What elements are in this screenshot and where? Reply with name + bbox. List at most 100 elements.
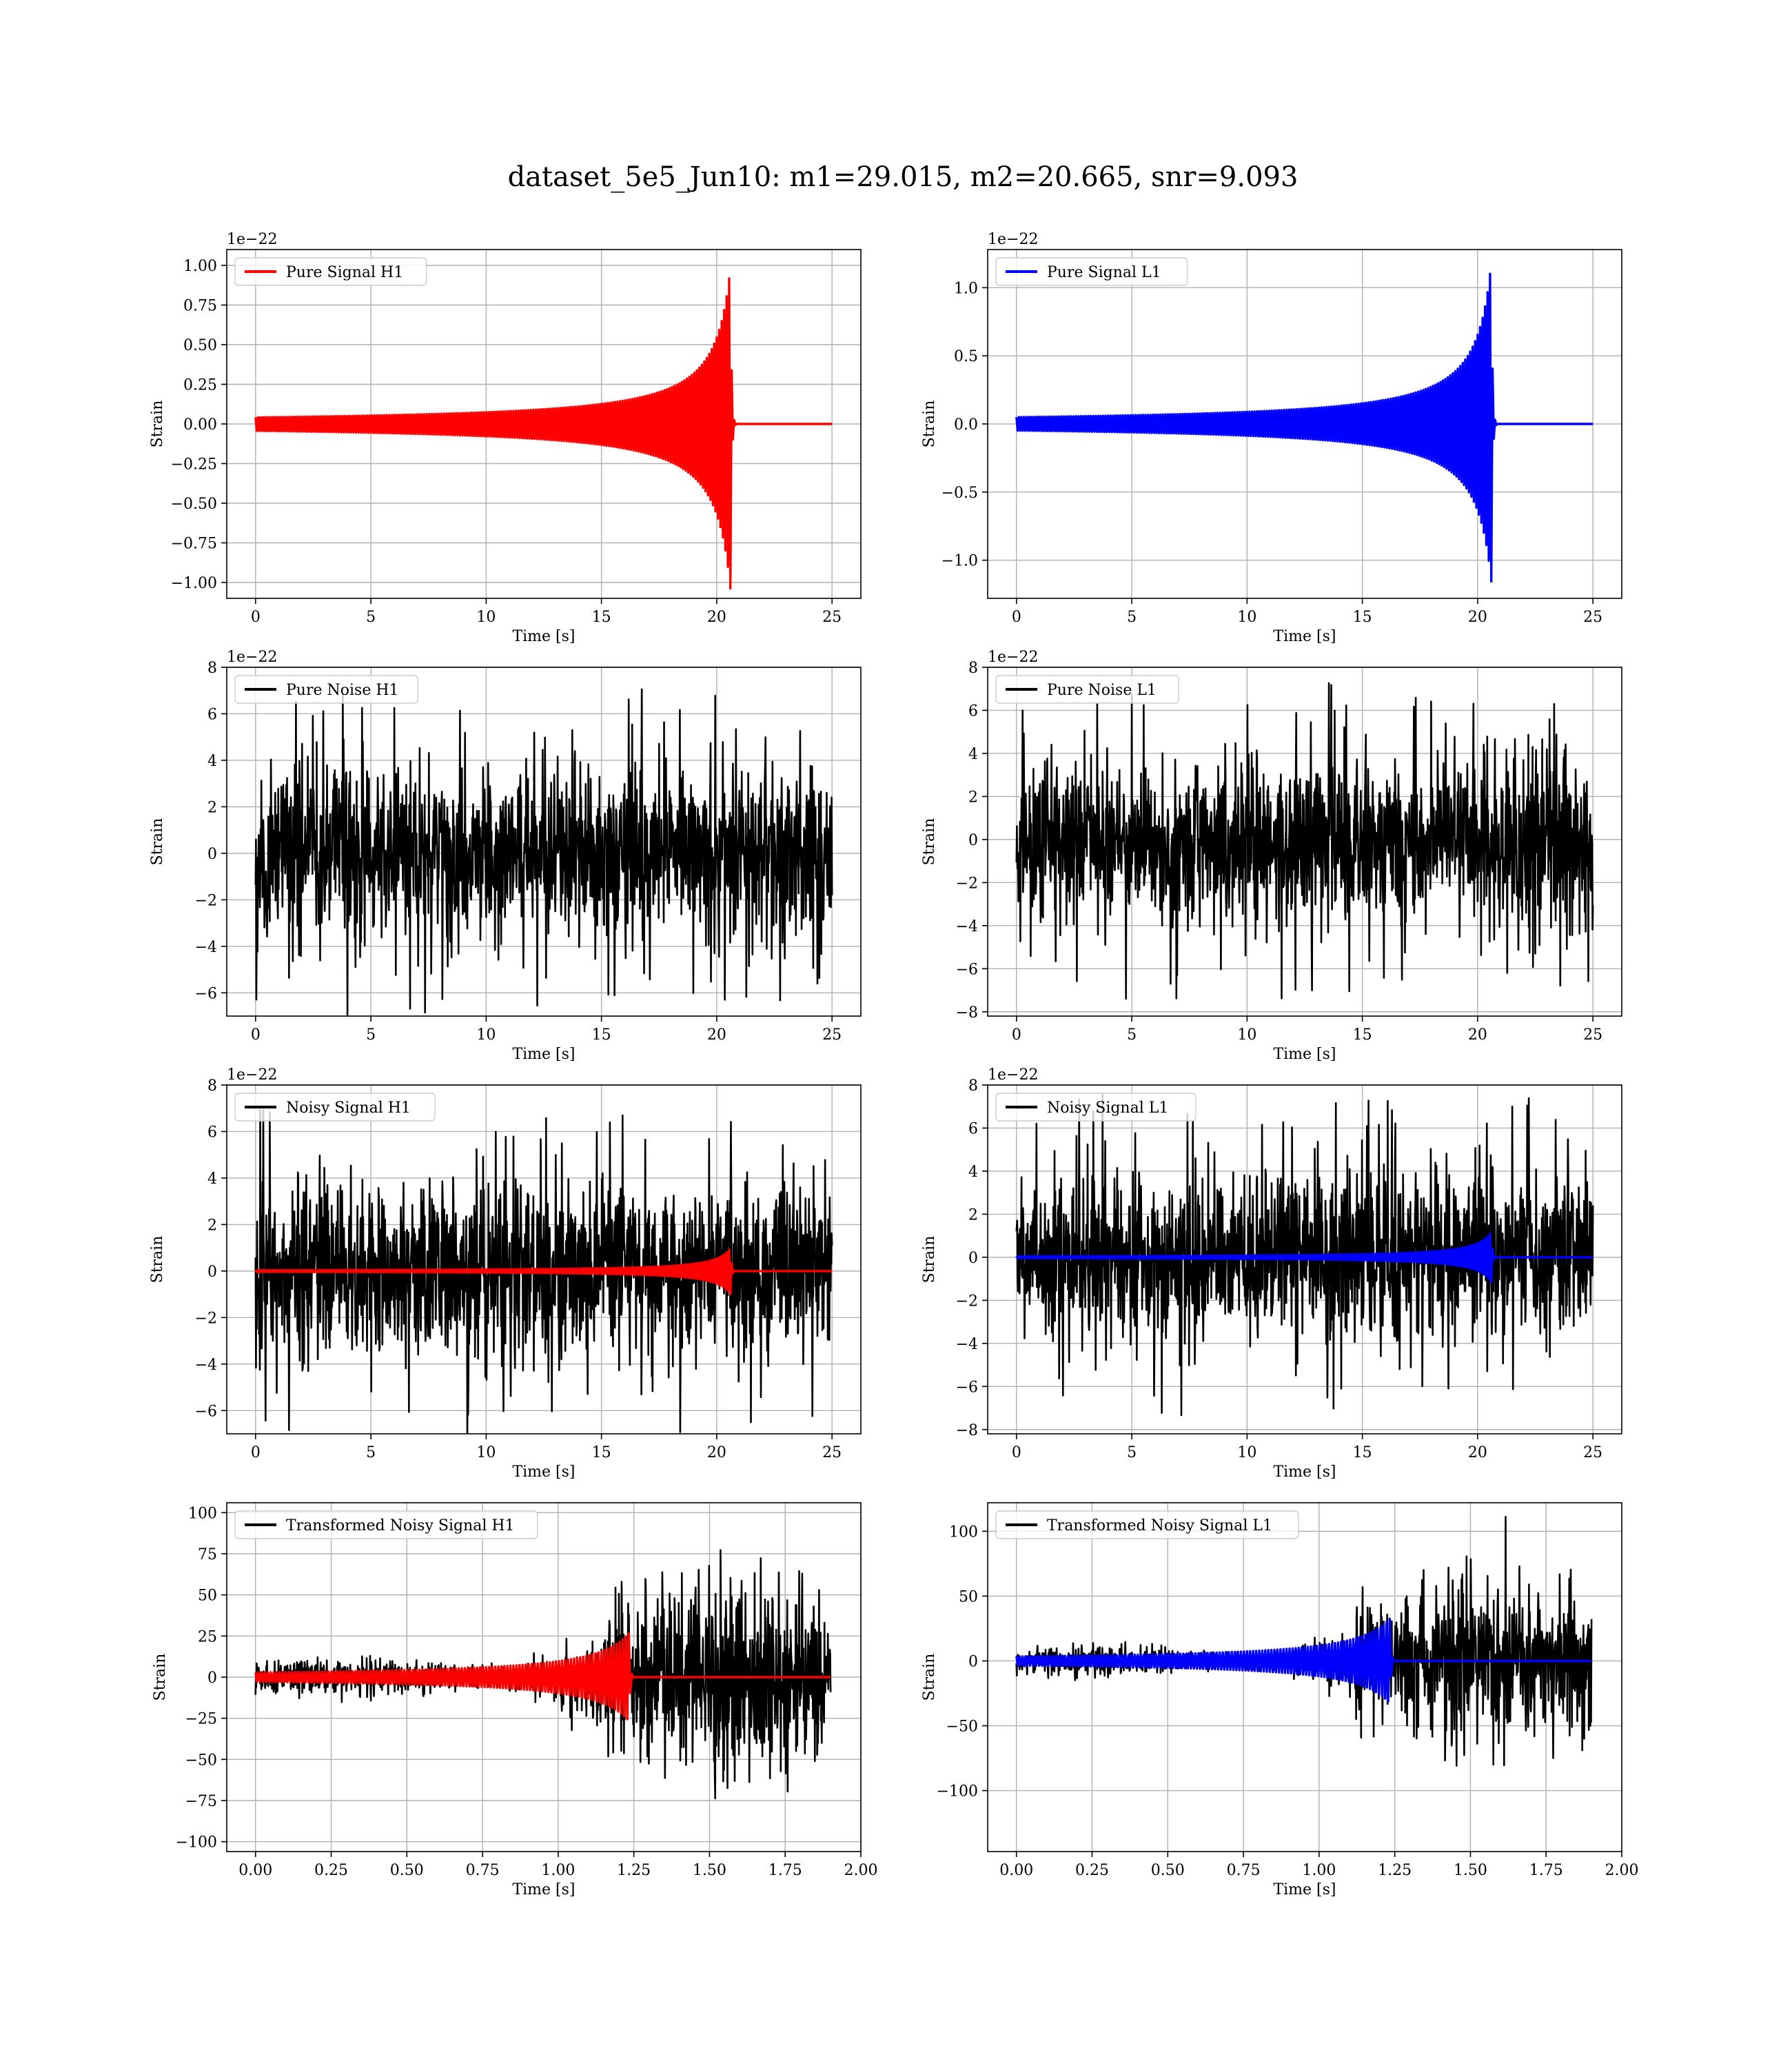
y-tick-label: 8 [968, 1077, 978, 1095]
x-tick-label: 1.00 [541, 1862, 575, 1879]
x-tick-label: 2.00 [1605, 1862, 1639, 1879]
x-tick-label: 0 [251, 609, 261, 626]
x-axis-label: Time [s] [1273, 1463, 1336, 1481]
y-tick-label: 100 [188, 1505, 217, 1522]
y-tick-label: −8 [956, 1422, 978, 1439]
x-tick-label: 5 [366, 609, 376, 626]
y-tick-label: 8 [207, 1077, 217, 1095]
axis-offset-label: 1e−22 [227, 231, 277, 248]
legend: Pure Noise H1 [234, 675, 418, 704]
legend: Noisy Signal L1 [995, 1093, 1197, 1122]
x-axis-label: Time [s] [512, 628, 575, 645]
x-tick-label: 5 [1127, 1026, 1137, 1044]
series-line-signal-overlay [1015, 1232, 1594, 1284]
x-tick-label: 0.25 [314, 1862, 348, 1879]
legend-label: Noisy Signal L1 [1047, 1099, 1168, 1117]
y-axis-label: Strain [149, 401, 166, 448]
series-group [1015, 682, 1594, 1000]
x-tick-label: 25 [822, 1444, 842, 1461]
y-tick-label: 0.25 [183, 377, 217, 394]
legend-box [234, 257, 427, 286]
x-tick-label: 0.50 [1151, 1862, 1185, 1879]
y-axis-label: Strain [152, 1654, 169, 1701]
y-tick-label: 0 [207, 846, 217, 863]
series-group [1015, 1093, 1594, 1417]
legend-box [234, 675, 418, 704]
x-tick-label: 5 [366, 1444, 376, 1461]
y-tick-label: −4 [195, 1357, 217, 1374]
y-tick-label: 0 [207, 1264, 217, 1281]
y-tick-label: 50 [198, 1588, 217, 1605]
y-tick-label: −4 [956, 1336, 978, 1353]
x-tick-label: 20 [707, 1444, 726, 1461]
chart-panel-pure-signal-h1: 0 5 10 15 20 25 1.00 0.75 0.50 0.25 0.00 −0.25 −0.50… [149, 231, 862, 645]
y-tick-label: −6 [195, 1403, 217, 1420]
x-tick-label: 15 [1353, 1444, 1372, 1461]
legend-box [995, 1093, 1197, 1122]
axes-frame [226, 667, 862, 1017]
legend-label: Pure Signal L1 [1047, 264, 1161, 281]
y-tick-label: −75 [185, 1793, 217, 1810]
x-tick-label: 15 [592, 1026, 611, 1044]
y-tick-label: 2 [968, 1206, 978, 1224]
series-line-signal-overlay [254, 1632, 831, 1721]
series-line-pure-noise-l1 [1015, 682, 1594, 1000]
axes-frame [987, 667, 1622, 1017]
axes-frame [987, 1502, 1622, 1852]
x-tick-label: 0.50 [390, 1862, 424, 1879]
figure-title: dataset_5e5_Jun10: m1=29.015, m2=20.665,… [508, 161, 1299, 193]
x-axis-label: Time [s] [512, 1881, 575, 1898]
x-tick-label: 0.00 [238, 1862, 272, 1879]
y-tick-label: −0.25 [171, 456, 217, 474]
y-tick-label: 0.5 [954, 348, 978, 365]
y-tick-label: 1.0 [954, 280, 978, 297]
y-axis-label: Strain [921, 1236, 938, 1284]
y-tick-label: 0 [968, 832, 978, 849]
y-tick-label: −1.0 [941, 553, 978, 570]
series-line-transformed-noisy-signal-l1 [1015, 1516, 1593, 1767]
y-tick-label: 25 [198, 1628, 217, 1645]
x-tick-label: 20 [1468, 609, 1487, 626]
series-group [254, 1549, 832, 1800]
x-tick-label: 20 [1468, 1444, 1487, 1461]
x-tick-label: 0.00 [999, 1862, 1033, 1879]
y-tick-label: 6 [207, 706, 217, 723]
y-tick-label: −2 [956, 1292, 978, 1310]
legend: Noisy Signal H1 [234, 1093, 436, 1122]
y-tick-label: 0.0 [954, 416, 978, 434]
x-axis-label: Time [s] [512, 1463, 575, 1481]
y-tick-label: −6 [956, 1379, 978, 1396]
x-tick-label: 15 [1353, 609, 1372, 626]
y-tick-label: −8 [956, 1004, 978, 1022]
y-tick-label: 4 [968, 746, 978, 763]
x-tick-label: 1.00 [1302, 1862, 1336, 1879]
axis-offset-label: 1e−22 [988, 1066, 1038, 1084]
panels: 0 5 10 15 20 251.000.750.500.250.00−0.25−0.50… [149, 231, 1638, 1898]
y-tick-label: 0 [207, 1670, 217, 1687]
x-tick-label: 10 [476, 609, 496, 626]
y-tick-label: 4 [207, 753, 217, 770]
chart-panel-transformed-noisy-signal-l1: 0.00 0.25 0.50 0.75 1.00 1.25 1.50 1.75 2.00 100 5… [921, 1502, 1639, 1898]
y-tick-label: −50 [185, 1752, 217, 1769]
axis-offset-label: 1e−22 [988, 649, 1038, 666]
y-tick-label: −25 [185, 1711, 217, 1728]
y-tick-label: −100 [176, 1834, 217, 1852]
x-tick-label: 5 [1127, 1444, 1137, 1461]
y-tick-label: −2 [195, 892, 217, 909]
series-line-noisy-signal-h1 [254, 1108, 833, 1434]
x-tick-label: 0.25 [1075, 1862, 1109, 1879]
x-tick-label: 0 [251, 1444, 261, 1461]
y-tick-label: −6 [956, 961, 978, 978]
legend-box [234, 1093, 436, 1122]
y-tick-label: −6 [195, 985, 217, 1002]
x-tick-label: 5 [1127, 609, 1137, 626]
y-tick-label: −0.50 [171, 496, 217, 513]
y-tick-label: −4 [956, 918, 978, 935]
y-tick-label: 0.50 [183, 337, 217, 354]
y-tick-label: −4 [195, 939, 217, 956]
x-tick-label: 1.25 [1378, 1862, 1412, 1879]
x-axis-label: Time [s] [1273, 1881, 1336, 1898]
x-tick-label: 20 [1468, 1026, 1487, 1044]
legend-box [234, 1510, 538, 1539]
